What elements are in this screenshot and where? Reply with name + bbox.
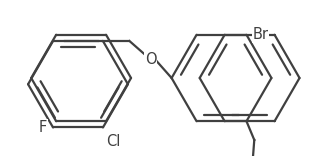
Text: O: O — [145, 52, 156, 67]
Text: Cl: Cl — [106, 134, 120, 149]
Text: Br: Br — [253, 27, 269, 42]
Text: F: F — [38, 120, 47, 135]
